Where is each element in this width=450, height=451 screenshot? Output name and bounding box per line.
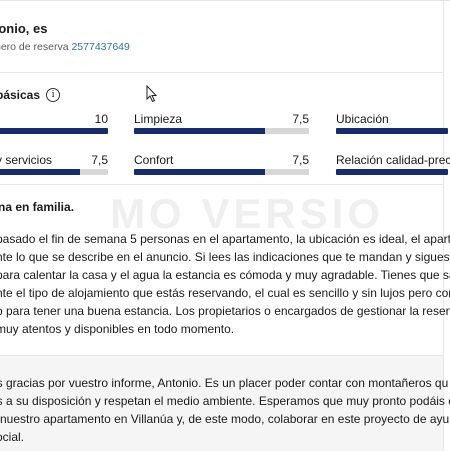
rating-bar-track xyxy=(134,169,309,175)
rating-row-servicios: y servicios 7,5 xyxy=(0,153,108,175)
top-border xyxy=(0,0,450,1)
response-line: os a su disposición y respetan el medio … xyxy=(0,394,450,408)
rating-row-overall: 10 xyxy=(0,112,108,134)
rating-bar-track xyxy=(134,128,309,134)
rating-label: Ubicación xyxy=(336,112,389,126)
response-line: as gracias por vuestro informe, Antonio.… xyxy=(0,376,449,390)
rating-value: 7,5 xyxy=(292,112,309,126)
booking-label: nero de reserva xyxy=(0,41,69,53)
review-line: o para tener una buena estancia. Los pro… xyxy=(0,304,450,318)
review-line: muy atentos y disponibles en todo moment… xyxy=(0,322,235,336)
ratings-title: básicas i xyxy=(0,88,61,102)
review-line: nte el tipo de alojamiento que estás res… xyxy=(0,286,450,300)
rating-bar-track xyxy=(336,128,448,134)
rating-value: 10 xyxy=(94,112,108,126)
rating-bar-fill xyxy=(336,128,448,134)
review-line: para calentar la casa y el agua la estan… xyxy=(0,268,450,282)
review-line: nte lo que se describe en el anuncio. Si… xyxy=(0,250,450,264)
owner-response: as gracias por vuestro informe, Antonio.… xyxy=(0,355,450,451)
rating-label: y servicios xyxy=(0,153,53,167)
rating-bar-fill xyxy=(0,169,80,175)
review-header: tonio, es nero de reserva 2577437649 xyxy=(0,0,443,73)
rating-bar-track xyxy=(0,169,108,175)
section-divider xyxy=(0,184,443,185)
right-border xyxy=(443,0,444,450)
rating-value: 7,5 xyxy=(91,153,108,167)
review-title: na en familia. xyxy=(0,200,75,214)
rating-bar-fill xyxy=(336,169,448,175)
watermark: MO VERSIO xyxy=(110,190,385,237)
rating-bar-fill xyxy=(134,128,266,134)
rating-bar-fill xyxy=(0,128,108,134)
response-line: e nuestro apartamento en Villanúa y, de … xyxy=(0,412,450,426)
rating-label: Confort xyxy=(134,153,174,167)
rating-row-ubicacion: Ubicación xyxy=(336,112,448,134)
response-body: as gracias por vuestro informe, Antonio.… xyxy=(0,374,450,446)
rating-row-calidad-precio: Relación calidad-preci xyxy=(336,153,450,175)
review-body: pasado el fin de semana 5 personas en el… xyxy=(0,230,450,338)
review-line: pasado el fin de semana 5 personas en el… xyxy=(0,232,450,246)
info-icon[interactable]: i xyxy=(46,88,61,102)
ratings-title-text: básicas xyxy=(0,88,41,102)
rating-label: Limpieza xyxy=(134,112,183,126)
mouse-cursor-icon xyxy=(146,85,158,103)
rating-row-limpieza: Limpieza 7,5 xyxy=(134,112,309,134)
rating-value: 7,5 xyxy=(292,153,309,167)
booking-number[interactable]: 2577437649 xyxy=(71,41,130,53)
rating-row-confort: Confort 7,5 xyxy=(134,153,309,175)
rating-bar-track xyxy=(0,128,108,134)
reviewer-name: tonio, es xyxy=(0,21,48,36)
booking-info: nero de reserva 2577437649 xyxy=(0,41,130,53)
rating-label: Relación calidad-preci xyxy=(336,153,450,167)
rating-bar-track xyxy=(336,169,448,175)
rating-bar-fill xyxy=(134,169,266,175)
response-line: social. xyxy=(0,430,25,444)
